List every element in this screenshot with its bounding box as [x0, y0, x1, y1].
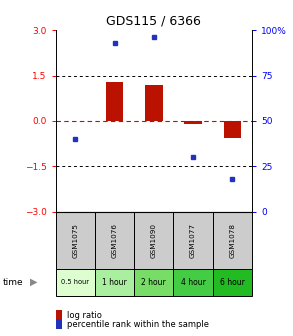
Text: 2 hour: 2 hour [142, 278, 166, 287]
Bar [95, 212, 134, 269]
Text: GSM1075: GSM1075 [72, 223, 78, 258]
Text: 0.5 hour: 0.5 hour [61, 279, 89, 285]
Text: 1 hour: 1 hour [102, 278, 127, 287]
Bar [224, 121, 241, 138]
Bar [184, 121, 202, 124]
Bar [173, 212, 213, 269]
Text: time: time [3, 278, 23, 287]
Bar [95, 269, 134, 296]
Text: GSM1077: GSM1077 [190, 223, 196, 258]
Bar [56, 269, 95, 296]
Bar [56, 212, 95, 269]
Text: 6 hour: 6 hour [220, 278, 245, 287]
Text: 4 hour: 4 hour [181, 278, 205, 287]
Text: percentile rank within the sample: percentile rank within the sample [67, 321, 209, 329]
Text: GSM1090: GSM1090 [151, 223, 157, 258]
Text: GSM1076: GSM1076 [112, 223, 117, 258]
Bar [213, 212, 252, 269]
Text: log ratio: log ratio [67, 311, 101, 320]
Bar [106, 82, 123, 121]
Bar [134, 269, 173, 296]
Bar [213, 269, 252, 296]
Bar [134, 212, 173, 269]
Text: GSM1078: GSM1078 [229, 223, 235, 258]
Title: GDS115 / 6366: GDS115 / 6366 [106, 15, 201, 28]
Bar [145, 85, 163, 121]
Bar [173, 269, 213, 296]
Text: ▶: ▶ [30, 277, 38, 287]
